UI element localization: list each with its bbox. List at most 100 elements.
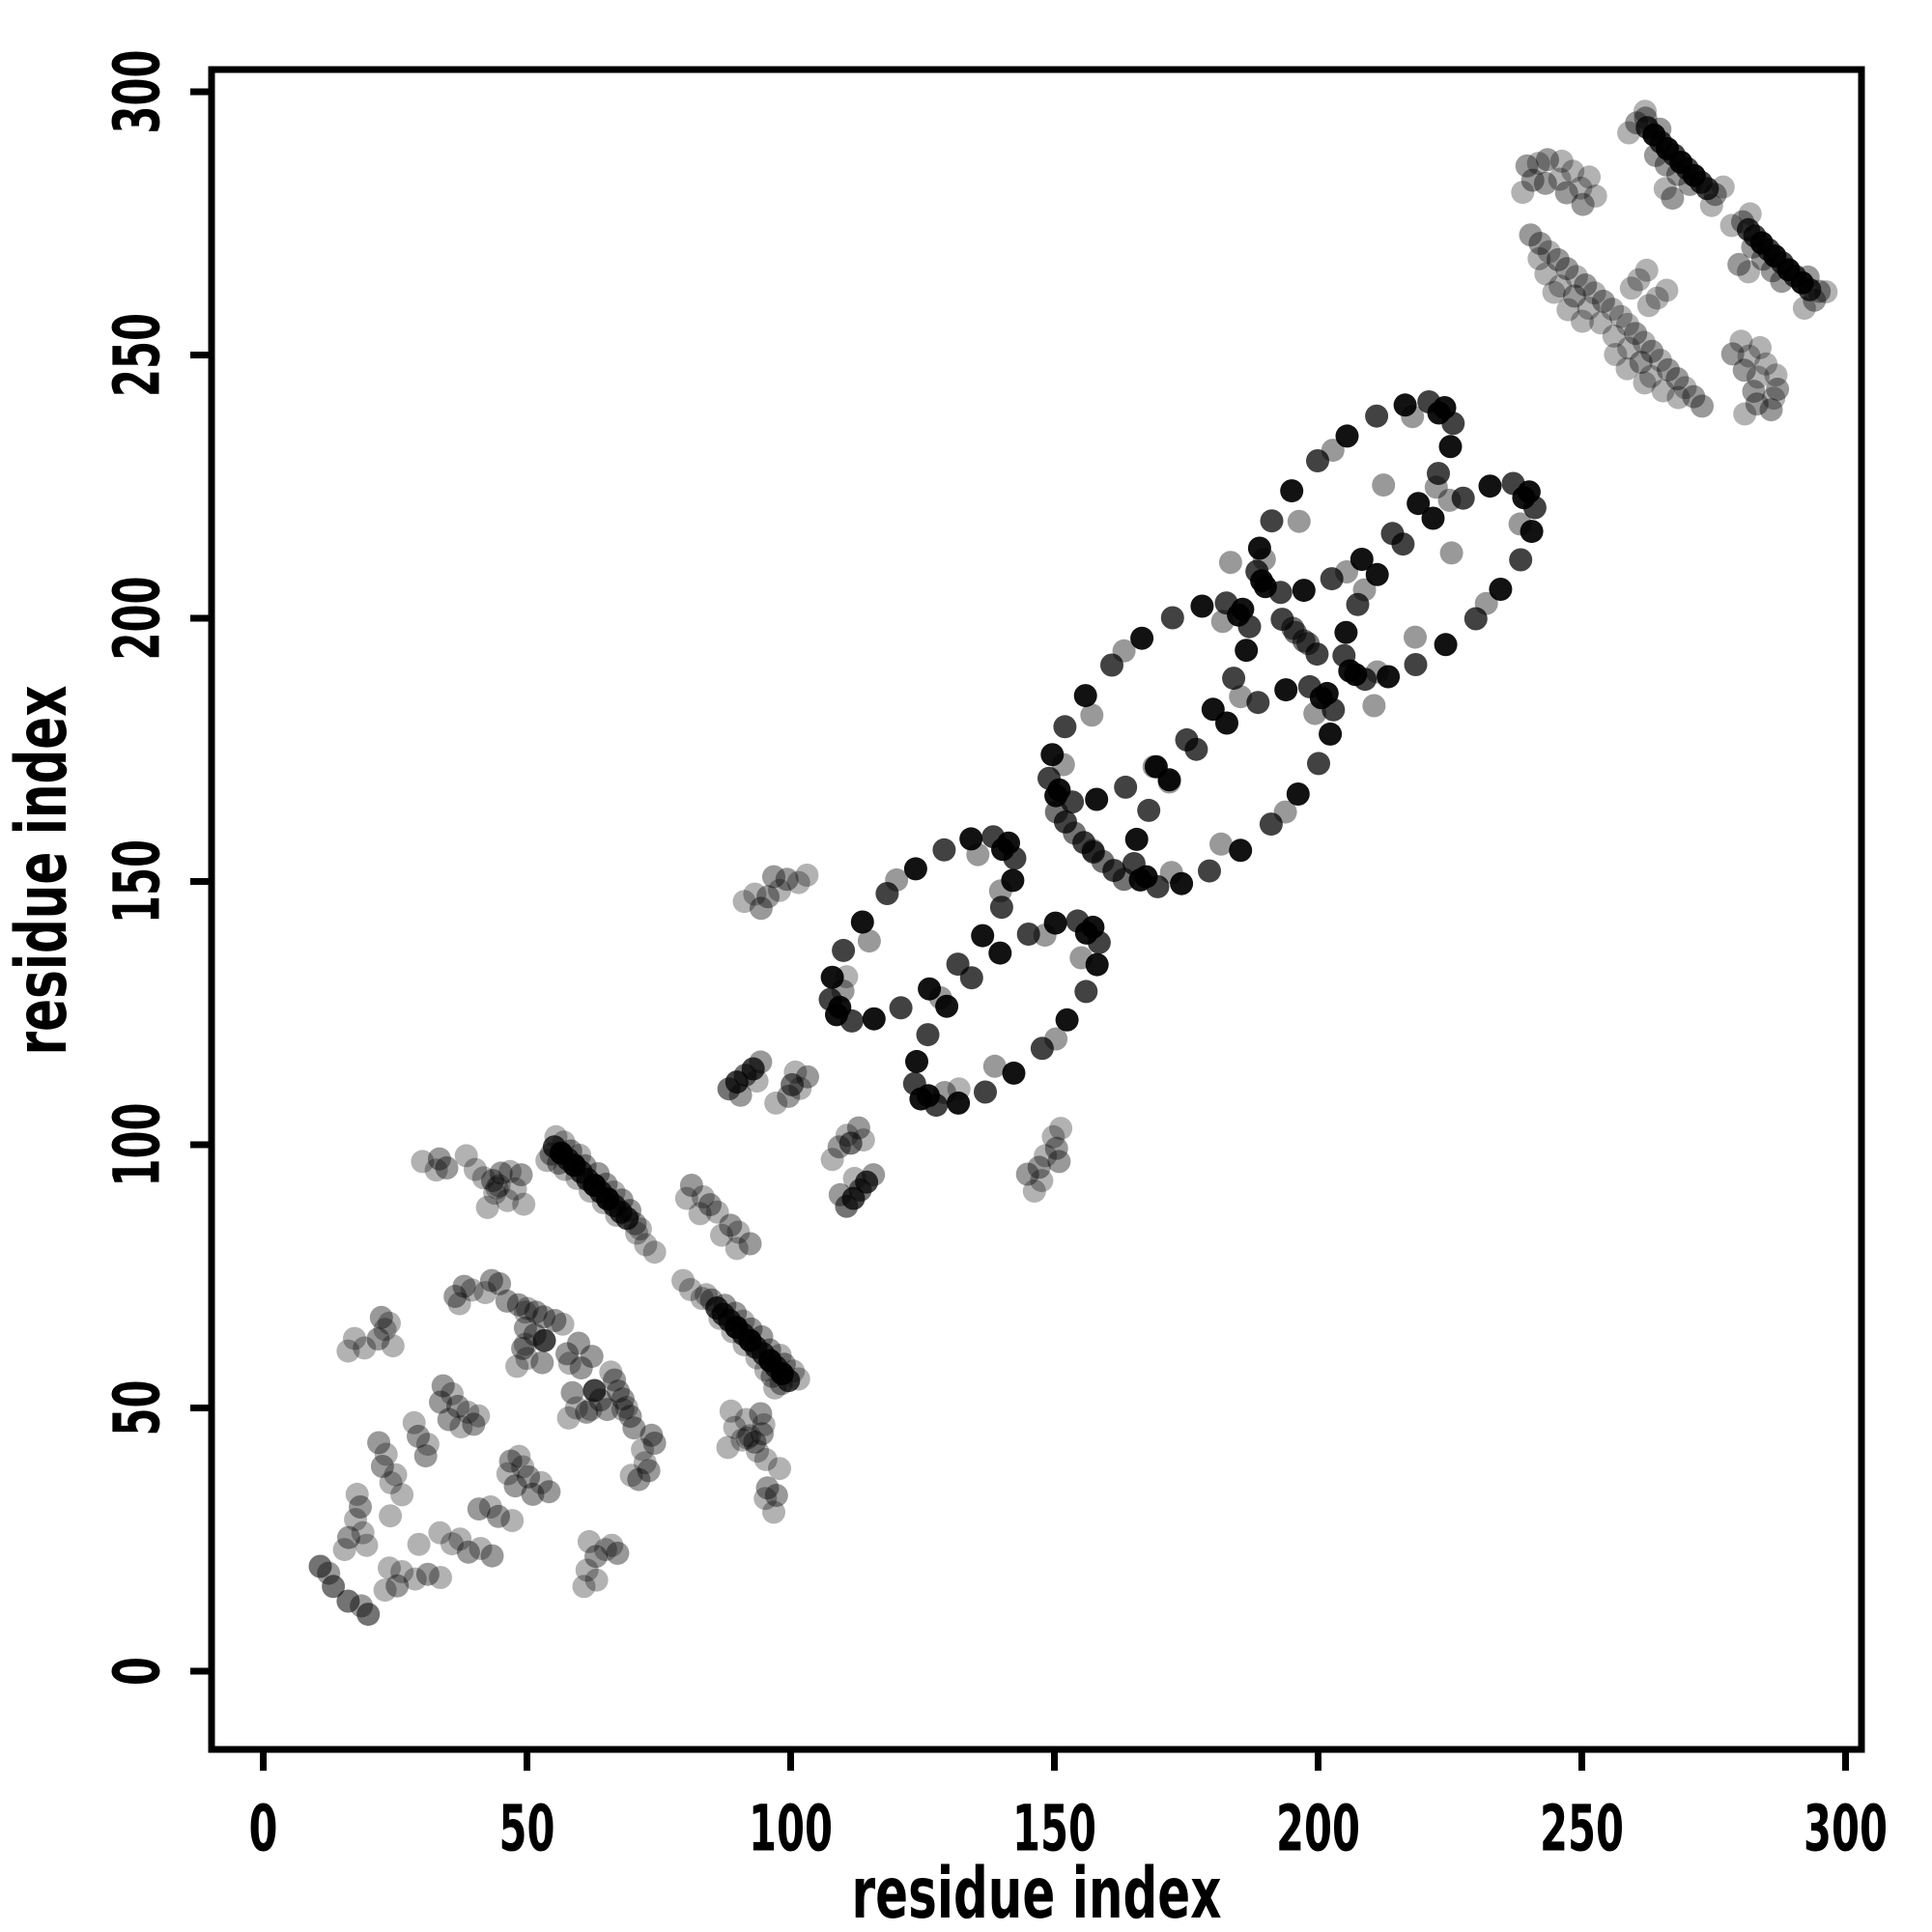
data-point (1321, 439, 1345, 463)
data-point (1365, 660, 1389, 684)
data-point (786, 870, 810, 895)
data-point (440, 1532, 464, 1556)
data-point (618, 1405, 642, 1429)
data-point (1215, 711, 1238, 735)
data-point (738, 1232, 762, 1256)
data-point (1235, 639, 1259, 663)
data-point (498, 1159, 522, 1183)
data-point (1624, 322, 1648, 346)
data-point (614, 1396, 639, 1419)
data-point (577, 1529, 601, 1553)
data-point (428, 1520, 452, 1545)
data-point (308, 1554, 332, 1578)
data-point (452, 1274, 476, 1298)
data-point (575, 1400, 599, 1424)
data-point (752, 1412, 776, 1436)
data-point (429, 1390, 452, 1414)
data-point (1085, 787, 1109, 811)
data-point (487, 1504, 510, 1528)
data-point (496, 1462, 520, 1486)
data-point (390, 1560, 414, 1583)
data-point (786, 1367, 810, 1391)
axis-tick-labels: 0 50 100 150 200 250 300 0 50 100 150 200 250 300 (100, 50, 1889, 1866)
data-point (753, 1358, 778, 1382)
data-point (1030, 1037, 1054, 1061)
data-point (464, 1157, 487, 1181)
data-point (1509, 548, 1533, 572)
data-point (732, 890, 756, 914)
data-point (619, 1463, 643, 1488)
data-point (1114, 775, 1138, 799)
data-point (1190, 594, 1214, 618)
y-tick-label: 250 (100, 313, 175, 397)
data-point (385, 1574, 410, 1598)
data-point (1549, 149, 1574, 173)
data-point (370, 1455, 394, 1478)
data-point (456, 1540, 480, 1564)
data-point (500, 1509, 525, 1533)
data-point (875, 882, 899, 905)
data-point (605, 1204, 629, 1227)
data-point (431, 1374, 455, 1398)
data-point (1678, 172, 1702, 196)
data-point (1527, 246, 1551, 270)
data-point (639, 1423, 664, 1447)
data-point (516, 1296, 539, 1321)
data-point (603, 1368, 627, 1392)
data-point (1582, 281, 1606, 305)
data-point (1770, 270, 1794, 294)
data-point (481, 1169, 504, 1193)
axis-ticks (190, 88, 1849, 1771)
data-point (593, 1538, 617, 1562)
data-point (1320, 567, 1344, 591)
data-point (1519, 223, 1543, 247)
data-point (1391, 532, 1415, 556)
data-point (1548, 167, 1572, 191)
data-point (610, 1188, 634, 1212)
data-point (564, 1396, 588, 1420)
data-point (1427, 401, 1451, 425)
data-point (1666, 385, 1690, 410)
data-point (1571, 192, 1595, 216)
data-point (1334, 620, 1358, 644)
data-point (723, 1415, 747, 1439)
data-point (1260, 509, 1284, 533)
data-point (373, 1578, 397, 1603)
data-point (424, 1158, 448, 1182)
data-point (1034, 1144, 1058, 1168)
data-point (622, 1416, 646, 1440)
data-point (625, 1221, 649, 1245)
data-point (1762, 386, 1786, 411)
data-point (415, 1562, 440, 1586)
data-point (369, 1305, 393, 1329)
data-point (1372, 473, 1396, 497)
data-point (469, 1537, 493, 1560)
data-point (627, 1467, 651, 1492)
data-point (1533, 171, 1557, 195)
data-point (763, 1376, 787, 1400)
data-point (1665, 367, 1690, 390)
data-point (415, 1433, 440, 1457)
data-point (530, 1350, 554, 1375)
data-point (1259, 812, 1283, 837)
data-point (1511, 181, 1535, 205)
data-point (557, 1351, 582, 1376)
data-point (435, 1156, 459, 1179)
data-point (698, 1193, 722, 1217)
data-point (1489, 578, 1513, 601)
data-point (1562, 284, 1586, 308)
data-point (1627, 268, 1651, 292)
data-point (506, 1293, 530, 1317)
data-point (1296, 632, 1321, 656)
x-tick-label: 0 (249, 1792, 278, 1866)
data-point (1033, 923, 1057, 948)
data-point (539, 1142, 563, 1166)
data-point (1760, 259, 1784, 283)
data-point (1344, 663, 1368, 687)
data-point (1583, 184, 1607, 208)
data-point (1673, 376, 1697, 400)
data-point (575, 1558, 599, 1582)
data-point (1629, 351, 1653, 375)
data-point (753, 1487, 778, 1511)
